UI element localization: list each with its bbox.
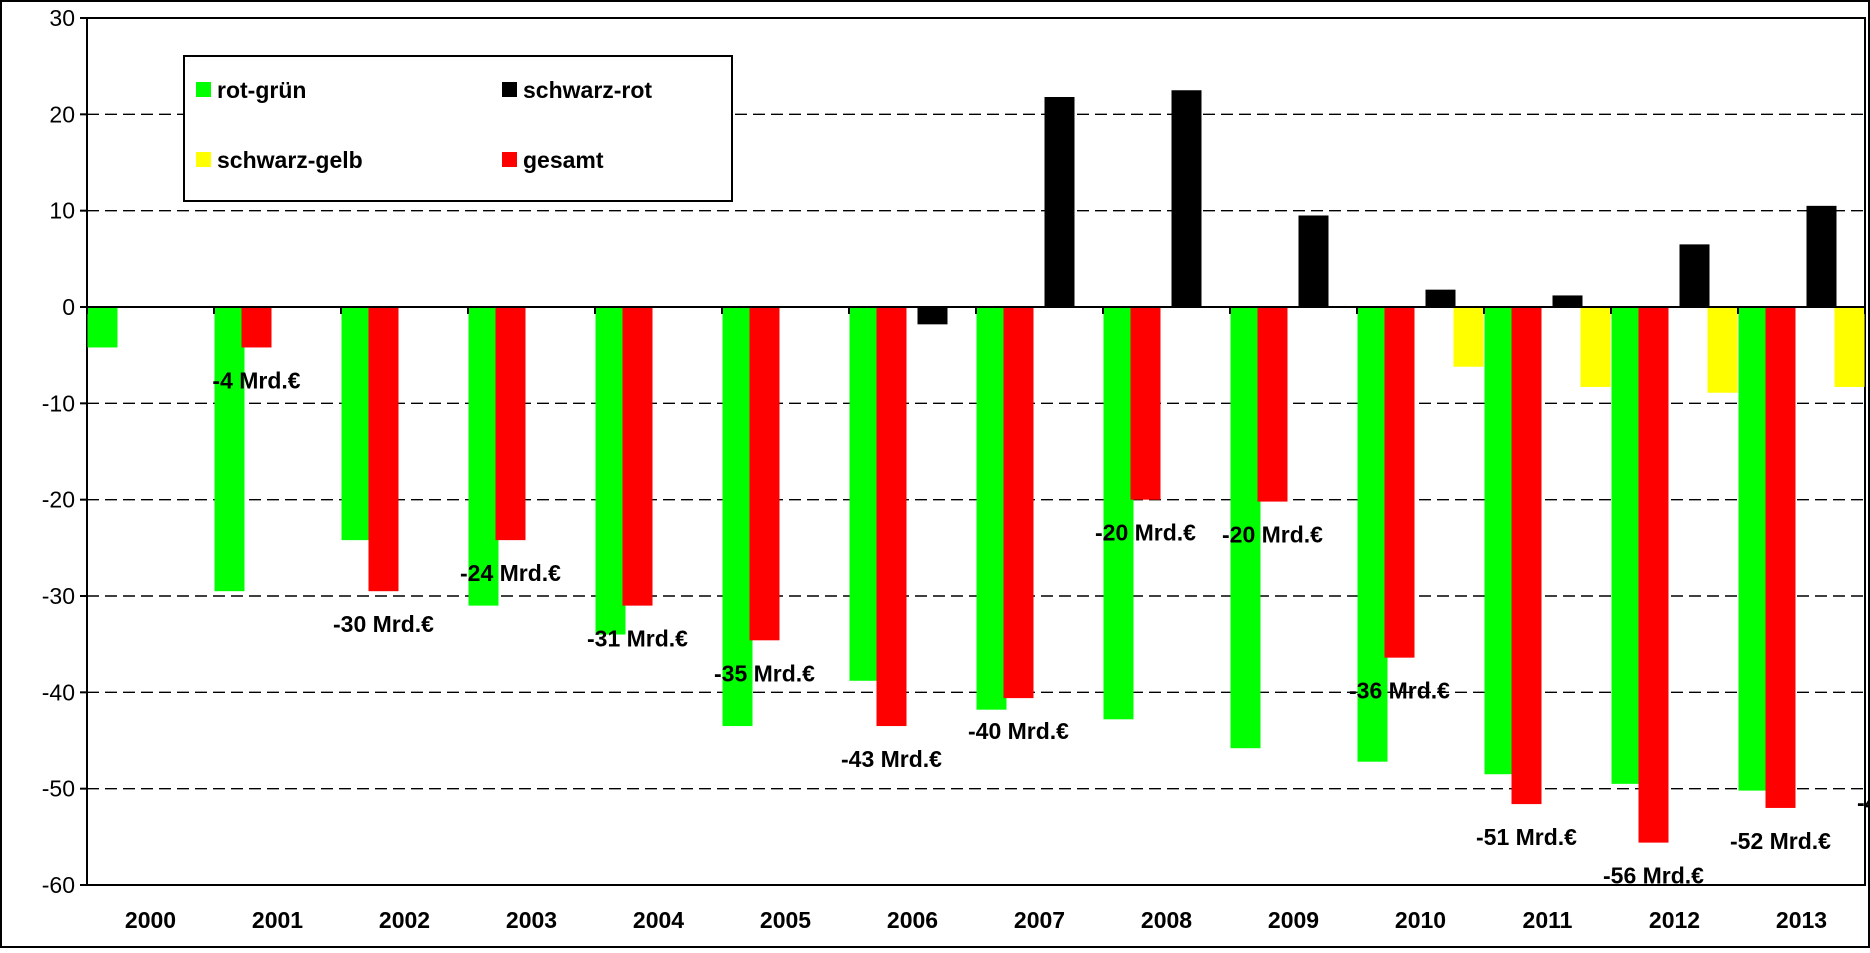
x-tick-label: 2012 — [1649, 907, 1700, 933]
data-label: -24 Mrd.€ — [460, 560, 561, 586]
x-tick-label: 2001 — [252, 907, 303, 933]
bar-schwarz-rot — [1299, 215, 1329, 307]
data-label: -40 Mrd.€ — [968, 718, 1069, 744]
bar-gesamt — [877, 307, 907, 726]
data-label: -48 Mrd.€ — [1857, 789, 1870, 815]
bar-schwarz-gelb — [1708, 307, 1738, 393]
y-tick-label: -30 — [42, 583, 75, 609]
y-tick-label: -50 — [42, 776, 75, 802]
bar-rot-gr-n — [596, 307, 626, 635]
data-label: -52 Mrd.€ — [1730, 828, 1831, 854]
bar-rot-gr-n — [342, 307, 372, 540]
data-label: -43 Mrd.€ — [841, 746, 942, 772]
bar-schwarz-gelb — [1835, 307, 1865, 387]
x-tick-label: 2011 — [1523, 907, 1573, 933]
legend-swatch-schwarz-gelb — [196, 152, 211, 167]
bar-schwarz-rot — [918, 307, 948, 324]
y-tick-label: 20 — [49, 101, 75, 127]
data-label: -56 Mrd.€ — [1603, 863, 1704, 889]
y-tick-label: 10 — [49, 198, 75, 224]
y-tick-label: -60 — [42, 872, 75, 898]
y-tick-label: -20 — [42, 487, 75, 513]
y-tick-label: -10 — [42, 390, 75, 416]
bar-rot-gr-n — [1612, 307, 1642, 784]
bar-gesamt — [496, 307, 526, 540]
bar-schwarz-gelb — [1581, 307, 1611, 387]
bar-schwarz-rot — [1045, 97, 1075, 307]
bar-gesamt — [1258, 307, 1288, 502]
bar-gesamt — [1639, 307, 1669, 843]
bar-gesamt — [1004, 307, 1034, 698]
bar-schwarz-rot — [1680, 244, 1710, 307]
bar-rot-gr-n — [850, 307, 880, 681]
x-tick-label: 2004 — [633, 907, 684, 933]
legend-label-gesamt: gesamt — [523, 147, 604, 173]
x-tick-label: 2008 — [1141, 907, 1192, 933]
x-tick-label: 2000 — [125, 907, 176, 933]
bar-gesamt — [1512, 307, 1542, 804]
bar-rot-gr-n — [215, 307, 245, 591]
bar-schwarz-rot — [1553, 295, 1583, 307]
legend-swatch-rot-gr-n — [196, 82, 211, 97]
y-tick-label: -40 — [42, 679, 75, 705]
legend-swatch-gesamt — [502, 152, 517, 167]
data-label: -30 Mrd.€ — [333, 611, 434, 637]
bar-rot-gr-n — [88, 307, 118, 347]
y-tick-label: 0 — [62, 294, 75, 320]
bar-gesamt — [1131, 307, 1161, 500]
data-label: -20 Mrd.€ — [1222, 522, 1323, 548]
x-tick-label: 2007 — [1014, 907, 1065, 933]
data-label: -20 Mrd.€ — [1095, 520, 1196, 546]
x-tick-label: 2005 — [760, 907, 811, 933]
bar-gesamt — [750, 307, 780, 640]
bar-schwarz-rot — [1426, 290, 1456, 307]
data-label: -51 Mrd.€ — [1476, 824, 1577, 850]
bar-gesamt — [623, 307, 653, 606]
bar-schwarz-gelb — [1454, 307, 1484, 367]
bar-gesamt — [369, 307, 399, 591]
x-tick-label: 2006 — [887, 907, 938, 933]
legend-label-schwarz-gelb: schwarz-gelb — [217, 147, 363, 173]
data-label: -36 Mrd.€ — [1349, 678, 1450, 704]
legend: rot-grün schwarz-rot schwarz-gelb gesamt — [184, 56, 732, 201]
y-tick-label: 30 — [49, 5, 75, 31]
bar-schwarz-rot — [1172, 90, 1202, 307]
bar-gesamt — [242, 307, 272, 347]
legend-swatch-schwarz-rot — [502, 82, 517, 97]
bar-gesamt — [1385, 307, 1415, 658]
bar-schwarz-rot — [1807, 206, 1837, 307]
bar-gesamt — [1766, 307, 1796, 808]
data-label: -31 Mrd.€ — [587, 626, 688, 652]
legend-label-schwarz-rot: schwarz-rot — [523, 77, 652, 103]
x-tick-label: 2009 — [1268, 907, 1319, 933]
bar-rot-gr-n — [1485, 307, 1515, 774]
x-tick-label: 2002 — [379, 907, 430, 933]
x-tick-label: 2003 — [506, 907, 557, 933]
bar-rot-gr-n — [977, 307, 1007, 710]
data-label: -35 Mrd.€ — [714, 660, 815, 686]
bar-rot-gr-n — [1104, 307, 1134, 719]
data-label: -4 Mrd.€ — [212, 367, 300, 393]
bar-rot-gr-n — [1739, 307, 1769, 791]
legend-label-rot-gr-n: rot-grün — [217, 77, 306, 103]
x-tick-label: 2010 — [1395, 907, 1446, 933]
x-tick-label: 2013 — [1776, 907, 1827, 933]
